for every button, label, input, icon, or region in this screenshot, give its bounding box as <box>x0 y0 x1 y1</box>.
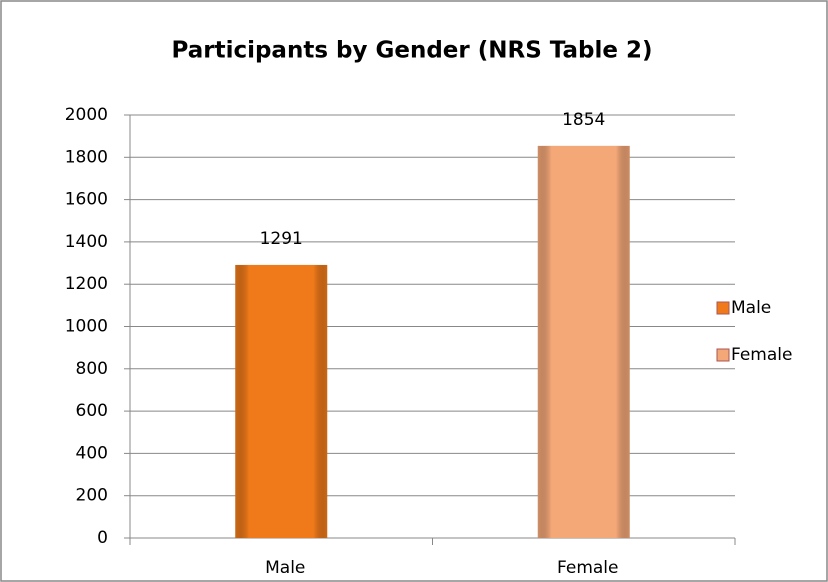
y-tick-label: 1000 <box>65 317 108 337</box>
y-tick-label: 1200 <box>65 274 108 294</box>
legend-label: Female <box>731 345 792 365</box>
x-tick-label: Male <box>265 558 305 578</box>
legend-swatch <box>716 348 730 362</box>
legend-label: Male <box>731 298 771 318</box>
y-tick-label: 2000 <box>65 105 108 125</box>
x-tick-label: Female <box>557 558 618 578</box>
chart-title: Participants by Gender (NRS Table 2) <box>171 38 652 64</box>
y-tick-label: 400 <box>76 443 108 463</box>
legend-swatch <box>716 301 730 315</box>
y-tick-label: 1800 <box>65 147 108 167</box>
data-label: 1291 <box>260 229 303 249</box>
y-tick-label: 200 <box>76 486 108 506</box>
bar-shade <box>537 145 630 538</box>
y-tick-label: 0 <box>97 528 108 548</box>
y-tick-label: 1400 <box>65 232 108 252</box>
data-label: 1854 <box>562 110 605 130</box>
y-tick-label: 600 <box>76 401 108 421</box>
y-tick-label: 1600 <box>65 190 108 210</box>
bar-shade <box>235 264 328 538</box>
y-tick-label: 800 <box>76 359 108 379</box>
